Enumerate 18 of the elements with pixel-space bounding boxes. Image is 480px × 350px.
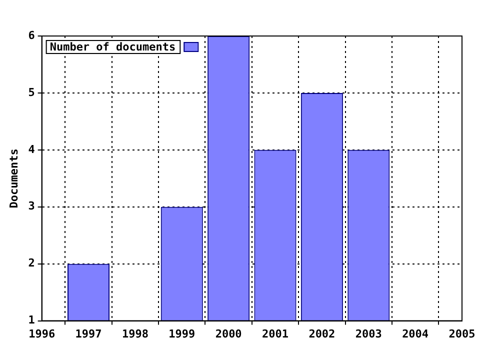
y-tick-label: 4 bbox=[28, 142, 36, 156]
y-axis-title: Documents bbox=[7, 148, 20, 208]
x-tick-label: 2000 bbox=[215, 327, 242, 340]
x-tick-label: 2001 bbox=[262, 327, 289, 340]
y-tick-label: 2 bbox=[28, 256, 35, 270]
x-tick-label: 1998 bbox=[122, 327, 148, 340]
x-tick-label: 1997 bbox=[75, 327, 102, 340]
x-tick-label: 2002 bbox=[308, 327, 336, 340]
x-tick-label: 2005 bbox=[448, 327, 476, 340]
x-tick-label: 2004 bbox=[402, 327, 429, 340]
x-tick-label: 1999 bbox=[168, 327, 196, 340]
x-tick-label: 2003 bbox=[355, 327, 382, 340]
x-tick-label: 1996 bbox=[28, 327, 56, 340]
y-tick-label: 1 bbox=[28, 314, 36, 327]
y-tick-label: 6 bbox=[28, 28, 36, 42]
y-tick-label: 5 bbox=[28, 86, 35, 99]
y-tick-label: 3 bbox=[28, 200, 35, 213]
legend-label: Number of documents bbox=[50, 40, 176, 54]
